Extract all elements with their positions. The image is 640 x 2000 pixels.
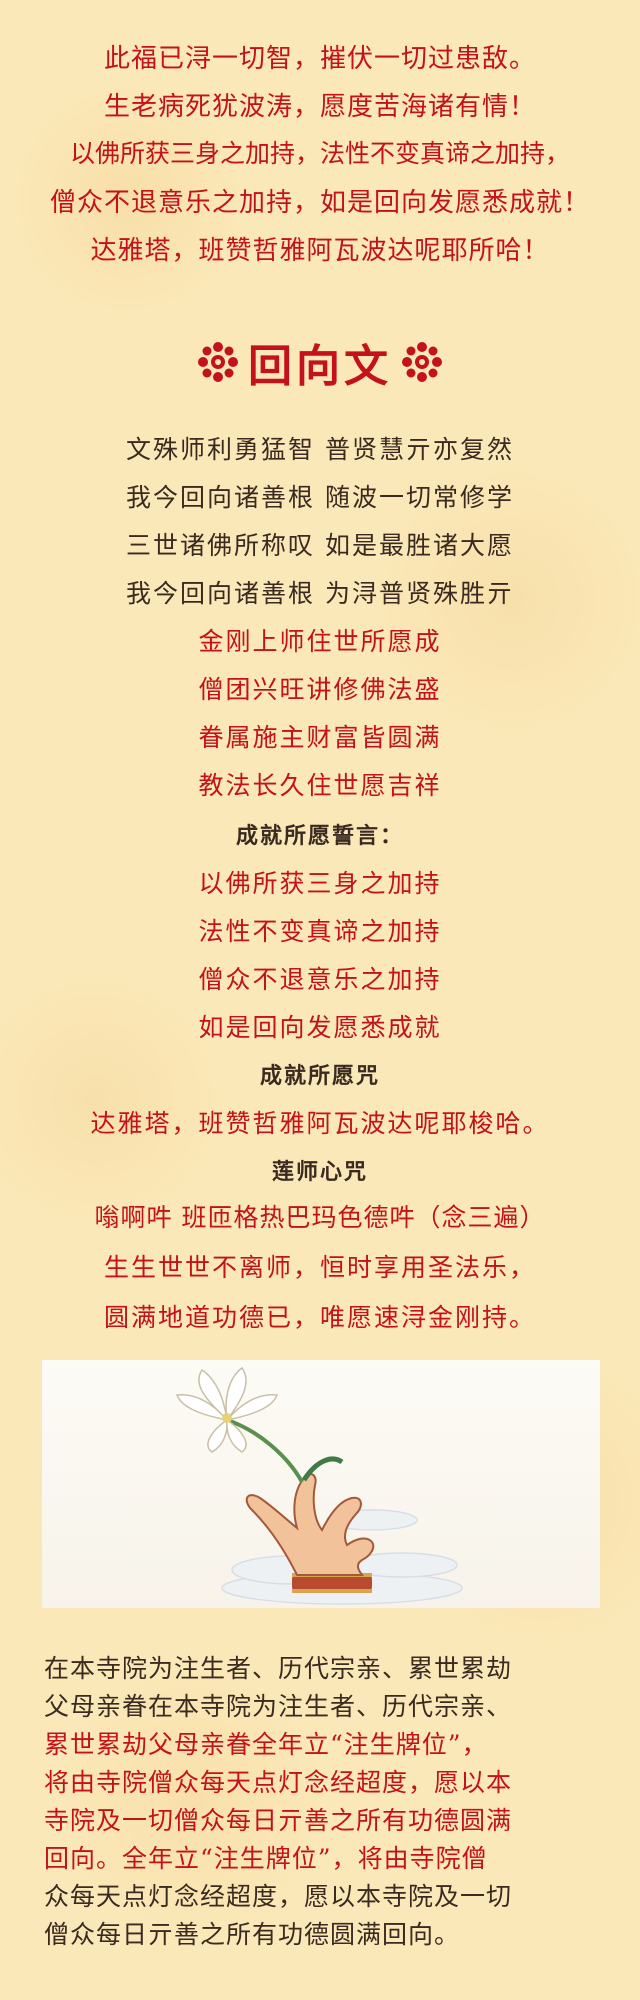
paragraph-line: 僧众每日亓善之所有功德圆满回向。	[44, 1920, 461, 1949]
title-text: 回向文	[248, 341, 392, 392]
verse-line: 金刚上师住世所愿成	[198, 627, 442, 656]
paragraph-line: 寺院及一切僧众每日亓善之所有功德圆满	[44, 1806, 513, 1835]
lotus-heading: 莲师心咒	[271, 1159, 368, 1185]
verse-line: 我今回向诸善根 为浔普贤殊胜亓	[126, 579, 514, 608]
paragraph-line: 在本寺院为注生者、历代宗亲、累世累劫	[44, 1654, 513, 1683]
opening-line-5: 达雅塔，班赞哲雅阿瓦波达呢耶所哈！	[90, 236, 550, 266]
lotus-hand-illustration	[42, 1360, 600, 1608]
verse-line: 眷属施主财富皆圆满	[198, 723, 442, 752]
dedication-paragraph: 在本寺院为注生者、历代宗亲、累世累劫 父母亲眷在本寺院为注生者、历代宗亲、 累世…	[44, 1650, 604, 1954]
opening-line-2: 生老病死犹波涛，愿度苦海诸有情！	[103, 92, 536, 122]
verse-line: 僧团兴旺讲修佛法盛	[198, 675, 442, 704]
opening-line-4: 僧众不退意乐之加持，如是回向发愿悉成就！	[49, 188, 590, 218]
paragraph-line: 众每天点灯念经超度，愿以本寺院及一切	[44, 1882, 513, 1911]
verse-line: 我今回向诸善根 随波一切常修学	[126, 483, 514, 512]
vow-line: 法性不变真谛之加持	[198, 917, 442, 946]
lotus-line: 嗡啊吽 班匝格热巴玛色德吽（念三遍）	[94, 1203, 546, 1232]
vow-line: 僧众不退意乐之加持	[198, 965, 442, 994]
vow-heading: 成就所愿誓言：	[235, 823, 404, 849]
flower-ornament-icon	[198, 342, 238, 382]
paragraph-line: 累世累劫父母亲眷全年立“注生牌位”，	[44, 1730, 488, 1759]
lotus-line: 生生世世不离师，恒时享用圣法乐，	[103, 1253, 536, 1282]
vow-line: 如是回向发愿悉成就	[198, 1013, 442, 1042]
paragraph-line: 将由寺院僧众每天点灯念经超度，愿以本	[44, 1768, 513, 1797]
verse-line: 文殊师利勇猛智 普贤慧亓亦复然	[126, 435, 514, 464]
lotus-line: 圆满地道功德已，唯愿速浔金刚持。	[103, 1303, 536, 1332]
section-title: 回向文	[0, 332, 640, 392]
paragraph-line: 父母亲眷在本寺院为注生者、历代宗亲、	[44, 1692, 513, 1721]
opening-line-1: 此福已浔一切智，摧伏一切过患敌。	[103, 44, 536, 74]
mantra-heading: 成就所愿咒	[259, 1063, 380, 1089]
mantra-line: 达雅塔，班赞哲雅阿瓦波达呢耶梭哈。	[90, 1109, 550, 1138]
paragraph-line: 回向。全年立“注生牌位”，将由寺院僧	[44, 1844, 488, 1873]
flower-ornament-icon	[402, 342, 442, 382]
vow-line: 以佛所获三身之加持	[198, 869, 442, 898]
verse-line: 三世诸佛所称叹 如是最胜诸大愿	[126, 531, 514, 560]
opening-line-3: 以佛所获三身之加持，法性不变真谛之加持，	[69, 139, 570, 168]
verse-line: 教法长久住世愿吉祥	[198, 771, 442, 800]
